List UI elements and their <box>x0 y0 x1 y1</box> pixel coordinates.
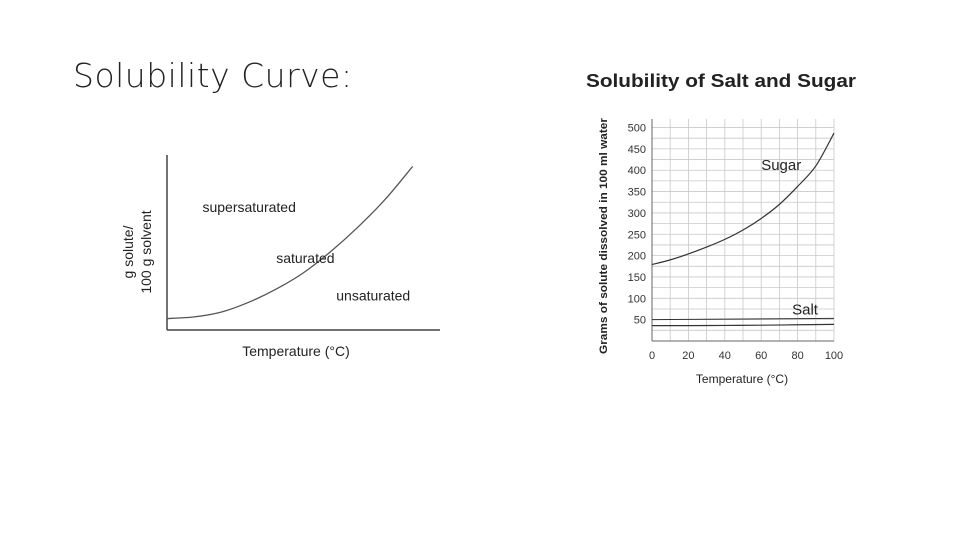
c2-x-tick-label: 40 <box>719 350 731 362</box>
salt-sugar-solubility-chart: Solubility of Salt and Sugar 0 20 40 60 80 10… <box>586 71 856 386</box>
c2-y-tick-label: 50 <box>634 315 646 327</box>
c1-x-axis-label: Temperature (°C) <box>242 343 350 359</box>
c2-series <box>651 132 835 327</box>
c2-y-tick-label: 300 <box>628 208 646 220</box>
c2-y-tick-label: 250 <box>628 229 646 241</box>
c2-x-tick-label: 100 <box>825 350 843 362</box>
saturation-diagram: supersaturated saturated unsaturated Tempe… <box>120 155 440 359</box>
c1-series <box>166 165 414 320</box>
c2-series-label-salt: Salt <box>792 301 819 318</box>
c2-y-tick-label: 150 <box>628 272 646 284</box>
c1-y-axis-label-line1: g solute/ <box>120 225 136 278</box>
c2-y-tick-label: 400 <box>628 165 646 177</box>
c2-x-tick-label: 20 <box>682 350 694 362</box>
c2-x-tick-label: 0 <box>649 350 655 362</box>
c2-series-line-salt <box>651 323 835 327</box>
c2-series-label-sugar: Sugar <box>761 157 801 174</box>
c1-annotation: supersaturated <box>202 199 295 215</box>
c2-series-line-sugar <box>651 132 835 266</box>
c2-x-tick-label: 60 <box>755 350 767 362</box>
c2-series-labels: Sugar Salt <box>761 157 819 318</box>
c1-y-axis-label-line2: 100 g solvent <box>138 210 154 293</box>
c2-y-tick-label: 200 <box>628 251 646 263</box>
c1-annotations: supersaturated saturated unsaturated <box>202 199 410 303</box>
c1-annotation: unsaturated <box>336 288 410 304</box>
c1-annotation: saturated <box>276 250 334 266</box>
c1-series-line <box>166 165 414 320</box>
c2-y-tick-label: 450 <box>628 144 646 156</box>
c2-axes <box>651 119 834 342</box>
c2-x-tick-label: 80 <box>791 350 803 362</box>
c1-axes <box>166 155 440 331</box>
c2-y-tick-label: 500 <box>628 123 646 135</box>
c2-y-tick-label: 100 <box>628 293 646 305</box>
c2-series-line-salt-upper <box>651 317 835 321</box>
c2-y-tick-label: 350 <box>628 187 646 199</box>
slide-title: Solubility Curve: <box>73 56 353 95</box>
c2-title: Solubility of Salt and Sugar <box>586 71 856 91</box>
c2-y-axis-label: Grams of solute dissolved in 100 ml wate… <box>598 117 610 354</box>
c2-ticks: 0 20 40 60 80 100 50 100 150 200 250 300 350 400 450 50… <box>628 123 844 362</box>
c2-x-axis-label: Temperature (°C) <box>696 372 788 386</box>
